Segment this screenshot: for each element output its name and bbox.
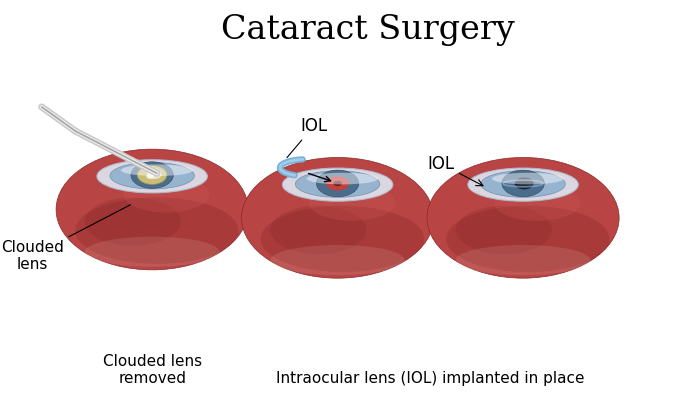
Text: Clouded lens
removed: Clouded lens removed: [103, 354, 202, 386]
Ellipse shape: [85, 197, 181, 246]
Ellipse shape: [494, 185, 581, 221]
Text: Clouded
lens: Clouded lens: [1, 205, 130, 272]
Ellipse shape: [97, 160, 207, 193]
Ellipse shape: [468, 168, 578, 201]
Ellipse shape: [123, 176, 210, 212]
Ellipse shape: [309, 185, 395, 221]
Ellipse shape: [282, 168, 393, 201]
Ellipse shape: [295, 171, 380, 197]
Text: Intraocular lens (IOL) implanted in place: Intraocular lens (IOL) implanted in plac…: [276, 371, 584, 386]
Text: Cataract Surgery: Cataract Surgery: [220, 14, 514, 46]
Circle shape: [131, 162, 174, 189]
Circle shape: [514, 178, 533, 189]
Circle shape: [502, 170, 544, 197]
Ellipse shape: [261, 206, 424, 272]
Text: IOL: IOL: [427, 155, 483, 186]
Ellipse shape: [76, 197, 239, 264]
Text: IOL: IOL: [287, 117, 327, 158]
Ellipse shape: [270, 206, 366, 254]
Ellipse shape: [110, 163, 195, 189]
Circle shape: [147, 170, 162, 179]
Ellipse shape: [456, 206, 552, 254]
Circle shape: [56, 149, 248, 270]
Ellipse shape: [456, 245, 590, 275]
Ellipse shape: [307, 173, 378, 184]
Ellipse shape: [85, 237, 219, 267]
Circle shape: [137, 166, 167, 184]
Ellipse shape: [121, 165, 192, 176]
Circle shape: [326, 176, 349, 191]
Circle shape: [241, 158, 434, 278]
Ellipse shape: [270, 245, 405, 275]
Ellipse shape: [446, 206, 610, 272]
Circle shape: [146, 174, 154, 179]
Ellipse shape: [492, 173, 564, 184]
Circle shape: [333, 181, 342, 186]
Circle shape: [427, 158, 619, 278]
Circle shape: [316, 170, 358, 197]
Ellipse shape: [481, 171, 566, 197]
